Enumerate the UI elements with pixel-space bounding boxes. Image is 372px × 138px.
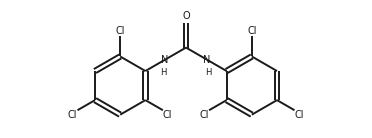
Text: Cl: Cl [247, 26, 257, 36]
Text: Cl: Cl [200, 110, 209, 120]
Text: H: H [205, 68, 212, 77]
Text: N: N [203, 55, 211, 65]
Text: H: H [160, 68, 167, 77]
Text: Cl: Cl [68, 110, 77, 120]
Text: N: N [161, 55, 169, 65]
Text: Cl: Cl [115, 26, 125, 36]
Text: Cl: Cl [163, 110, 172, 120]
Text: Cl: Cl [295, 110, 304, 120]
Text: O: O [182, 11, 190, 21]
